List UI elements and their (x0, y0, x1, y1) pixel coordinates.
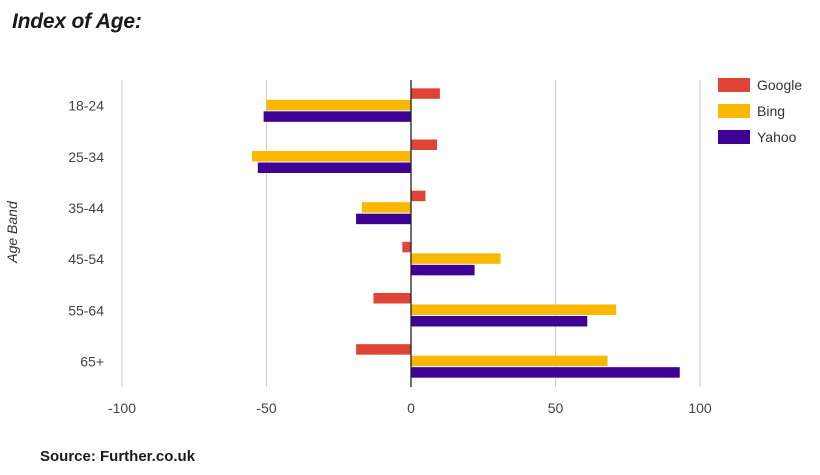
category-label-25-34: 25-34 (68, 149, 104, 165)
x-tick-label-100: 100 (688, 400, 712, 416)
bar-yahoo-55-64 (411, 316, 588, 327)
bar-bing-55-64 (411, 304, 617, 315)
category-label-18-24: 18-24 (68, 98, 104, 114)
x-tick-label-0: 0 (407, 400, 415, 416)
category-label-55-64: 55-64 (68, 302, 104, 318)
x-tick-label-50: 50 (548, 400, 564, 416)
legend-label-yahoo: Yahoo (757, 129, 797, 145)
bar-bing-65+ (411, 355, 608, 367)
bar-bing-18-24 (266, 99, 411, 111)
category-labels: 18-24 25-34 35-44 45-54 55-64 65+ (68, 98, 104, 370)
bar-bing-35-44 (361, 202, 411, 213)
chart-title: Index of Age: (12, 10, 142, 33)
bar-google-65+ (356, 344, 411, 355)
category-label-45-54: 45-54 (68, 251, 104, 267)
bar-google-55-64 (373, 293, 411, 304)
category-label-65+: 65+ (80, 353, 104, 369)
bars (252, 88, 680, 378)
legend-label-bing: Bing (757, 103, 785, 119)
y-axis-title: Age Band (4, 200, 20, 264)
legend: Google Bing Yahoo (718, 77, 802, 145)
bar-google-25-34 (411, 139, 438, 150)
source-note: Source: Further.co.uk (40, 448, 196, 465)
bar-google-45-54 (402, 241, 411, 253)
bar-bing-25-34 (252, 151, 411, 162)
bar-yahoo-25-34 (257, 162, 411, 173)
bar-yahoo-35-44 (356, 213, 411, 225)
bar-google-18-24 (411, 88, 440, 99)
gridlines (121, 80, 701, 387)
legend-swatch-google (718, 78, 750, 92)
legend-swatch-bing (718, 104, 750, 118)
bar-bing-45-54 (411, 253, 501, 264)
bar-yahoo-65+ (411, 367, 680, 378)
x-tick-label--100: -100 (108, 400, 136, 416)
x-tick-label--50: -50 (256, 400, 276, 416)
bar-yahoo-18-24 (263, 111, 411, 122)
category-label-35-44: 35-44 (68, 200, 104, 216)
bar-google-35-44 (411, 190, 426, 202)
chart: 18-24 25-34 35-44 45-54 55-64 65+ -100 -50 0 50 1… (4, 77, 802, 416)
bar-yahoo-45-54 (411, 264, 475, 276)
legend-label-google: Google (757, 77, 802, 93)
legend-swatch-yahoo (718, 130, 750, 144)
x-tick-labels: -100 -50 0 50 100 (108, 400, 712, 416)
